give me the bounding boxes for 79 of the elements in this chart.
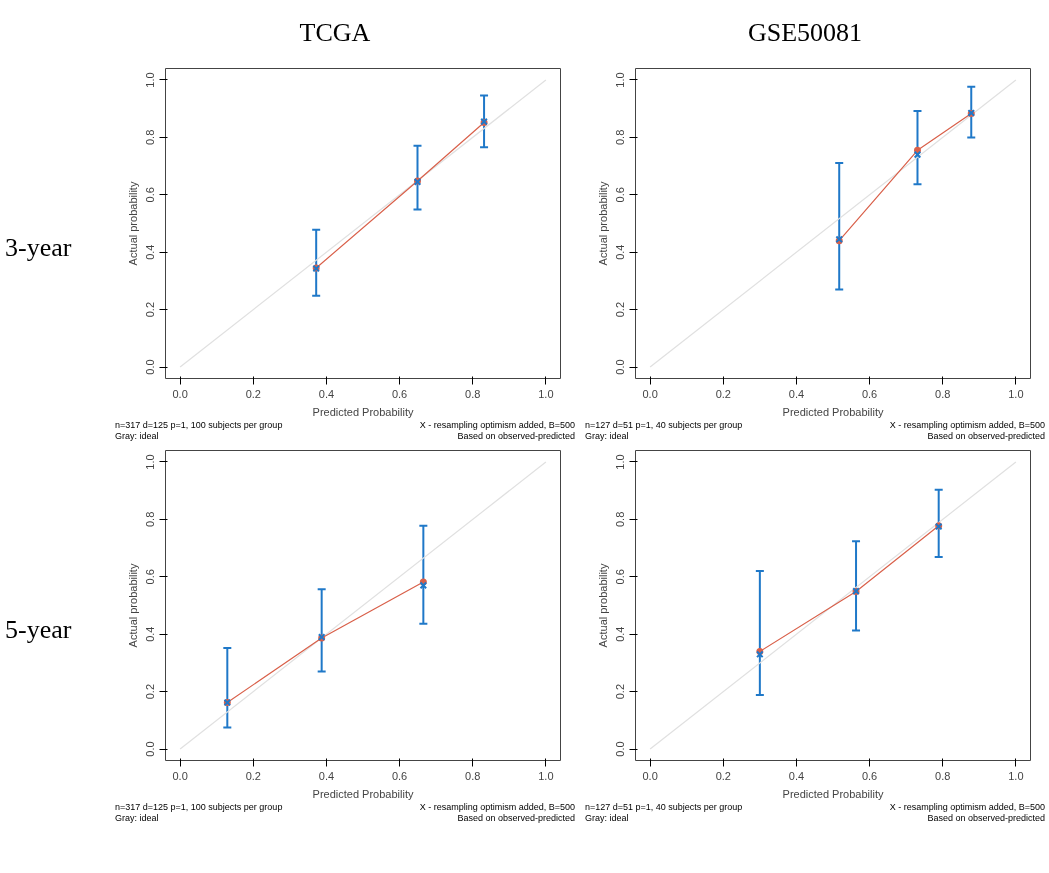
x-tick-label: 0.0 (172, 769, 188, 782)
y-tick-label: 1.0 (144, 72, 157, 88)
x-tick-label: 0.6 (861, 769, 878, 782)
x-tick-label: 0.6 (391, 769, 408, 782)
x-axis-title: Predicted Probability (312, 787, 414, 800)
text: n=317 d=125 p=1, 100 subjects per group (115, 802, 283, 813)
y-tick-label: 0.6 (144, 187, 157, 203)
x-tick-label: 0.0 (172, 387, 188, 400)
x-tick-label: 0.6 (861, 387, 878, 400)
y-tick-label: 0.8 (614, 129, 627, 146)
y-tick-label: 0.0 (144, 741, 157, 757)
x-axis-title: Predicted Probability (312, 405, 414, 418)
y-tick-label: 0.6 (614, 187, 627, 203)
x-tick-label: 0.2 (245, 387, 261, 400)
y-axis-title: Actual probability (596, 181, 609, 266)
point (913, 146, 921, 154)
text: X - resampling optimism added, B=500 (889, 420, 1045, 431)
text: Gray: ideal (115, 813, 159, 824)
text: Based on observed-predicted (457, 813, 575, 824)
x-tick-label: 0.8 (465, 769, 481, 782)
x-axis-title: Predicted Probability (782, 405, 884, 418)
y-tick-label: 0.0 (614, 359, 627, 375)
y-axis-title: Actual probability (596, 563, 609, 648)
chart-title: GSE50081 (747, 17, 863, 49)
text: Gray: ideal (585, 813, 629, 824)
y-tick-label: 1.0 (614, 72, 627, 88)
y-tick-label: 0.8 (144, 511, 157, 528)
y-tick-label: 0.2 (614, 683, 627, 700)
text: Based on observed-predicted (927, 431, 1045, 442)
x-tick-label: 0.2 (715, 387, 731, 400)
x-tick-label: 0.2 (715, 769, 731, 782)
y-axis-title: Actual probability (126, 563, 139, 648)
text: Gray: ideal (585, 431, 629, 442)
y-tick-label: 0.6 (144, 569, 157, 585)
x-tick-label: 1.0 (1008, 769, 1024, 782)
y-tick-label: 0.2 (144, 683, 157, 700)
y-tick-label: 1.0 (614, 454, 627, 470)
text: 3-year (5, 232, 72, 264)
x-axis-title: Predicted Probability (782, 787, 884, 800)
x-tick-label: 1.0 (1008, 387, 1024, 400)
text: Based on observed-predicted (927, 813, 1045, 824)
text: X - resampling optimism added, B=500 (889, 802, 1045, 813)
x-tick-label: 0.8 (935, 387, 951, 400)
chart-title: TCGA (299, 17, 371, 49)
y-tick-label: 0.0 (144, 359, 157, 375)
y-tick-label: 0.2 (144, 301, 157, 318)
point (419, 581, 428, 590)
y-tick-label: 0.4 (614, 626, 627, 642)
x-tick-label: 0.4 (318, 769, 335, 782)
x-tick-label: 0.2 (245, 769, 261, 782)
text: X - resampling optimism added, B=500 (419, 420, 575, 431)
x-tick-label: 0.4 (318, 387, 335, 400)
x-tick-label: 0.6 (391, 387, 408, 400)
y-tick-label: 1.0 (144, 454, 157, 470)
y-tick-label: 0.0 (614, 741, 627, 757)
x-tick-label: 0.8 (935, 769, 951, 782)
text: n=127 d=51 p=1, 40 subjects per group (585, 420, 743, 431)
y-tick-label: 0.6 (614, 569, 627, 585)
y-tick-label: 0.4 (144, 626, 157, 642)
text: 5-year (5, 614, 72, 646)
y-tick-label: 0.4 (614, 244, 627, 260)
text: n=127 d=51 p=1, 40 subjects per group (585, 802, 743, 813)
x-tick-label: 0.8 (465, 387, 481, 400)
x-tick-label: 0.0 (642, 387, 658, 400)
text: Gray: ideal (115, 431, 159, 442)
y-tick-label: 0.8 (144, 129, 157, 146)
y-axis-title: Actual probability (126, 181, 139, 266)
text: X - resampling optimism added, B=500 (419, 802, 575, 813)
x-tick-label: 1.0 (538, 769, 554, 782)
x-tick-label: 1.0 (538, 387, 554, 400)
x-tick-label: 0.0 (642, 769, 658, 782)
y-tick-label: 0.2 (614, 301, 627, 318)
x-tick-label: 0.4 (788, 769, 805, 782)
y-tick-label: 0.8 (614, 511, 627, 528)
text: n=317 d=125 p=1, 100 subjects per group (115, 420, 283, 431)
point (913, 150, 922, 159)
text: Based on observed-predicted (457, 431, 575, 442)
x-tick-label: 0.4 (788, 387, 805, 400)
y-tick-label: 0.4 (144, 244, 157, 260)
